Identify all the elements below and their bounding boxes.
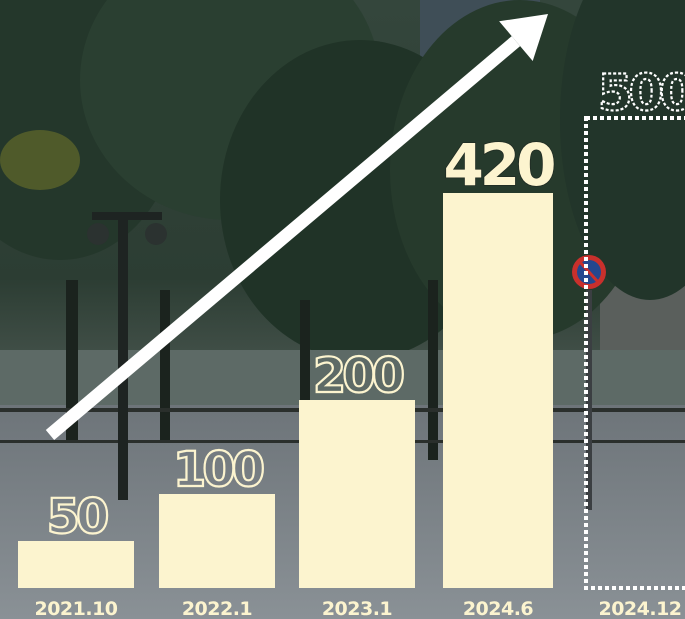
x-axis-tick-labels: 2021.10 2022.1 2023.1 2024.6 2024.12: [34, 598, 682, 619]
value-label-2024.6: 420: [443, 131, 554, 199]
value-labels-layer: 50 100 200 420 500: [46, 63, 685, 546]
bar-2023.1: [299, 400, 415, 588]
bar-2022.1: [159, 494, 275, 588]
tick-label-2023.1: 2023.1: [322, 598, 392, 619]
bar-2024.6: [443, 193, 553, 588]
tick-label-2024.12: 2024.12: [598, 598, 681, 619]
tick-label-2021.10: 2021.10: [34, 598, 117, 619]
value-label-2022.1: 100: [173, 442, 264, 498]
value-label-2024.12: 500: [598, 64, 685, 122]
trend-arrow: [45, 14, 548, 440]
trend-arrow-shaft: [45, 36, 521, 440]
bar-planned-2024.12: [584, 116, 685, 590]
trend-arrow-head: [499, 14, 548, 61]
tick-label-2024.6: 2024.6: [463, 598, 534, 619]
value-label-2023.1: 200: [313, 348, 404, 404]
bars-layer: [18, 116, 685, 590]
value-label-2021.10: 50: [47, 489, 108, 545]
bar-2021.10: [18, 541, 134, 588]
tick-label-2022.1: 2022.1: [182, 598, 252, 619]
